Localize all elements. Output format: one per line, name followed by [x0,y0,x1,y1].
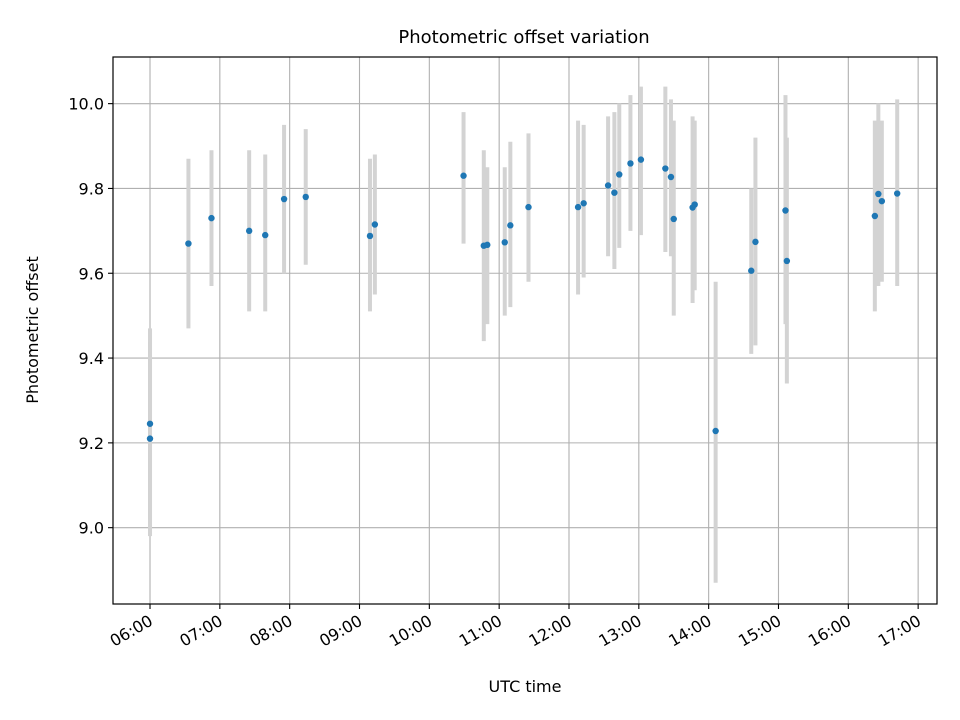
data-point [245,227,253,235]
data-point [616,171,623,178]
data-point [146,420,154,427]
data-point [637,156,645,163]
y-axis-ticks: 9.0 9.2 9.4 9.6 9.8 10.0 [68,95,113,538]
plot-frame [112,56,938,605]
y-axis-label: Photometric offset [23,256,42,404]
data-point [580,200,587,207]
data-point [208,214,215,222]
data-point [712,427,719,435]
data-point [460,172,467,179]
data-point [627,160,634,167]
data-point [604,182,612,189]
data-point [574,203,582,211]
y-tick-label: 9.4 [79,349,104,368]
y-tick-label: 10.0 [68,95,104,114]
data-point [280,195,288,203]
data-point [366,232,374,240]
data-point [667,173,675,181]
data-point [302,193,309,201]
y-tick-label: 9.8 [79,179,104,198]
chart-title: Photometric offset variation [398,27,649,48]
data-point [893,190,901,197]
y-tick-label: 9.0 [79,519,104,538]
data-points [146,156,901,442]
data-point [146,435,154,442]
data-point [670,215,677,223]
data-point [507,222,514,229]
data-point [501,239,508,246]
data-point [691,201,698,208]
data-point [782,207,789,214]
data-point [262,231,269,239]
data-point [185,240,192,247]
y-tick-label: 9.2 [79,434,104,453]
data-point [871,212,879,220]
data-point [752,238,759,246]
data-point [875,190,882,198]
x-axis-label: UTC time [489,677,562,696]
y-tick-label: 9.6 [79,264,104,283]
data-point [371,221,379,228]
data-point [878,197,886,205]
data-point [748,267,755,274]
data-point [611,189,618,196]
data-point [484,241,491,249]
data-point [662,165,669,172]
data-point [783,257,791,265]
data-point [525,203,532,211]
